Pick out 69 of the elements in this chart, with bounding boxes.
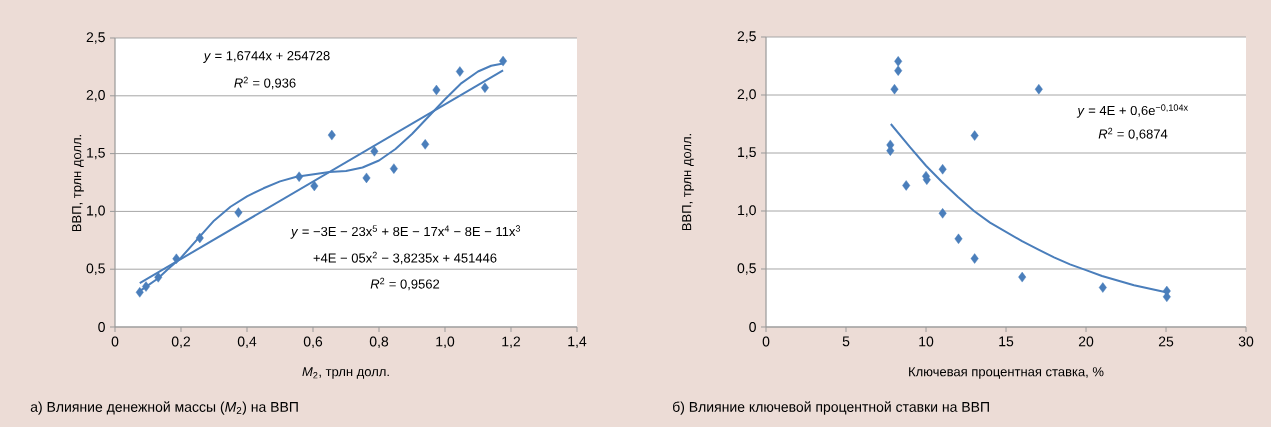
y-tick-label: 1,5 [87,147,105,160]
annotation: y = −3E − 23x$^{5}$ + 8E − 17x$^{4}$ − 8E − 11x$^{3}$ [290,225,521,239]
text: б) Влияние ключевой процентной ставки на ВВП [673,401,989,415]
point [1034,84,1043,95]
annotation: y = 1,6744x + 254728 [203,51,330,63]
x-axis-title: M$_{2}$, трлн долл. [302,367,389,379]
x-tick-label: 5 [842,336,850,347]
point [234,207,243,218]
y-axis-title: ВВП, трлн долл. [682,134,694,231]
x-tick-label: 1,4 [568,336,587,348]
point [1098,282,1107,293]
x-tick-label: 0 [762,336,770,347]
point [310,180,319,192]
y-tick-label: 2,0 [737,89,756,101]
point [480,82,489,93]
point [172,253,181,264]
point [142,281,150,292]
y-tick-label: 1,5 [738,147,756,159]
point [362,172,371,184]
annotation: R$^{2}$ = 0,936 [234,76,296,90]
point [970,253,979,264]
annotation: R$^{2}$ = 0,6874 [1098,127,1168,141]
x-tick-label: 1,2 [502,336,521,349]
x-tick-label: 15 [999,336,1014,347]
y-tick-label: 0,5 [86,263,105,275]
y-tick-label: 0,5 [737,263,756,275]
x-tick-label: 25 [1158,336,1174,347]
x-tick-label: 0,8 [369,336,389,349]
point [295,171,304,182]
point [894,65,903,76]
x-tick-label: 0,6 [303,336,323,349]
point [455,66,464,77]
y-tick-label: 2,0 [86,90,105,102]
point [389,163,398,174]
point [370,146,379,157]
point [890,84,899,95]
y-axis-title: ВВП, трлн долл. [72,135,84,232]
y-tick-label: 2,5 [737,31,756,43]
point [327,129,336,141]
point [1018,271,1027,283]
point [954,233,963,245]
point [499,55,508,67]
text: а) Влияние денежной массы (M$_{2}$) на ВВП [30,401,298,415]
point [421,139,430,150]
point [432,84,441,96]
point [938,164,947,175]
annotation: y = 4E + 0,6e$^{−0,104x}$ [1076,104,1188,118]
x-axis-title: Ключевая процентная ставка, % [909,367,1104,379]
point [154,272,163,283]
point [195,232,204,244]
x-tick-label: 30 [1238,336,1254,347]
y-tick-label: 1,0 [87,205,105,218]
point [970,130,979,141]
y-tick-label: 0 [98,322,105,332]
point [902,180,911,191]
x-tick-label: 1,0 [436,336,455,349]
annotation: +4E − 05x$^{2}$ − 3,8235x + 451446 [313,251,497,265]
y-tick-label: 1,0 [738,205,756,217]
point [135,287,144,298]
x-tick-label: 0,2 [171,336,191,349]
annotation: R$^{2}$ = 0,9562 [370,277,440,291]
y-tick-label: 0 [749,322,756,332]
x-tick-label: 0,4 [237,336,257,349]
x-tick-label: 10 [919,336,934,347]
point [938,208,947,219]
x-tick-label: 0 [111,336,119,347]
y-tick-label: 2,5 [86,32,105,44]
point [894,56,903,67]
x-tick-label: 20 [1078,336,1094,347]
